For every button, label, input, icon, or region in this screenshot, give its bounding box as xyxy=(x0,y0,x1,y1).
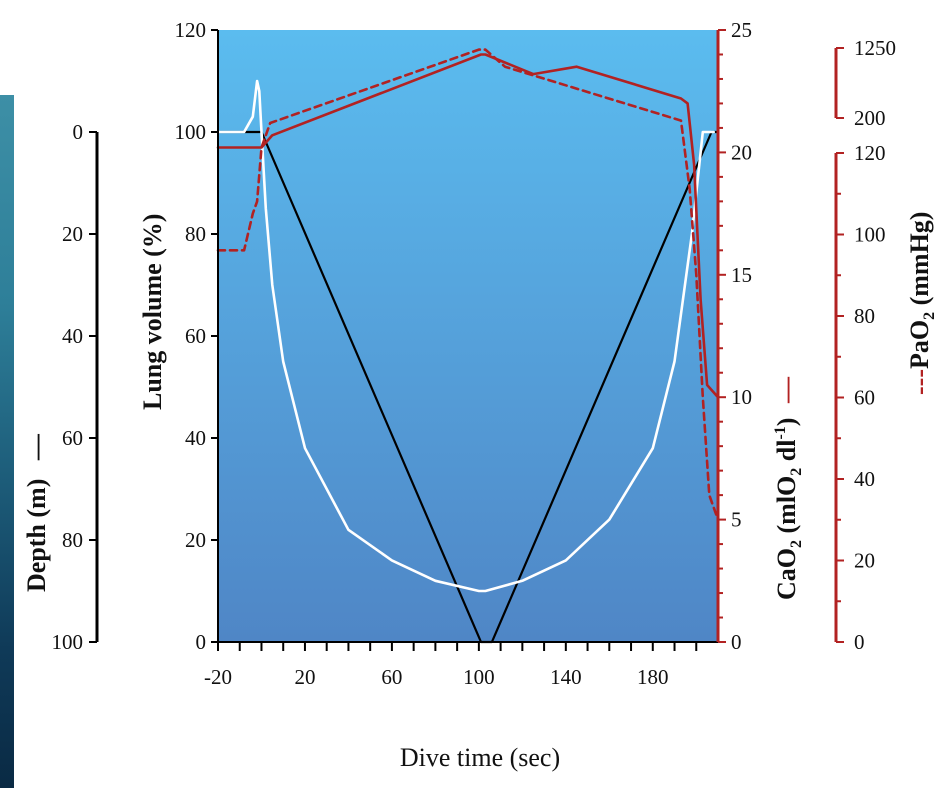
x-axis-title: Dive time (sec) xyxy=(400,743,560,772)
depth-tick-label: 60 xyxy=(62,426,83,450)
depth-tick-label: 100 xyxy=(52,630,84,654)
pao2-axis-title: ---PaO2 (mmHg) xyxy=(905,212,938,395)
cao2-series-line xyxy=(216,53,720,399)
lung-volume-tick-label: 0 xyxy=(196,630,207,654)
x-tick-label: -20 xyxy=(204,665,232,689)
lung-volume-tick-label: 120 xyxy=(175,18,207,42)
depth-series-line xyxy=(216,130,720,644)
plot-area xyxy=(218,30,718,642)
lung-volume-tick-label: 40 xyxy=(185,426,206,450)
x-tick-label: 140 xyxy=(550,665,582,689)
x-tick-label: 100 xyxy=(463,665,495,689)
depth-tick-label: 40 xyxy=(62,324,83,348)
pao2-tick-label: 60 xyxy=(854,386,875,410)
lung-volume-tick-label: 20 xyxy=(185,528,206,552)
depth-axis-title: Depth (m) — xyxy=(22,433,51,592)
cao2-axis-title: CaO2 (mlO2 dl-1) — xyxy=(772,376,805,600)
cao2-tick-label: 15 xyxy=(731,263,752,287)
lung-volume-axis-title: Lung volume (%) xyxy=(138,214,167,410)
cao2-tick-label: 10 xyxy=(731,385,752,409)
pao2-tick-label: 100 xyxy=(854,223,886,247)
cao2-tick-label: 5 xyxy=(731,508,742,532)
depth-tick-label: 0 xyxy=(73,120,84,144)
depth-tick-label: 20 xyxy=(62,222,83,246)
cao2-tick-label: 0 xyxy=(731,630,742,654)
depth-tick-label: 80 xyxy=(62,528,83,552)
pao2-break-tick-label: 200 xyxy=(854,106,886,130)
lung-volume-tick-label: 80 xyxy=(185,222,206,246)
x-tick-label: 20 xyxy=(294,665,315,689)
pao2-break-tick-label: 1250 xyxy=(854,36,896,60)
pao2-series-line xyxy=(216,48,720,521)
lung-volume-tick-label: 100 xyxy=(175,120,207,144)
x-tick-label: 180 xyxy=(637,665,669,689)
x-tick-label: 60 xyxy=(381,665,402,689)
series-layer xyxy=(216,48,720,644)
pao2-tick-label: 40 xyxy=(854,467,875,491)
pao2-tick-label: 20 xyxy=(854,549,875,573)
cao2-tick-label: 25 xyxy=(731,18,752,42)
pao2-tick-label: 120 xyxy=(854,141,886,165)
lung_volume-series-line xyxy=(216,79,715,593)
lung-volume-tick-label: 60 xyxy=(185,324,206,348)
pao2-tick-label: 80 xyxy=(854,304,875,328)
cao2-tick-label: 20 xyxy=(731,140,752,164)
background-photo-strip xyxy=(0,95,14,788)
pao2-tick-label: 0 xyxy=(854,630,865,654)
